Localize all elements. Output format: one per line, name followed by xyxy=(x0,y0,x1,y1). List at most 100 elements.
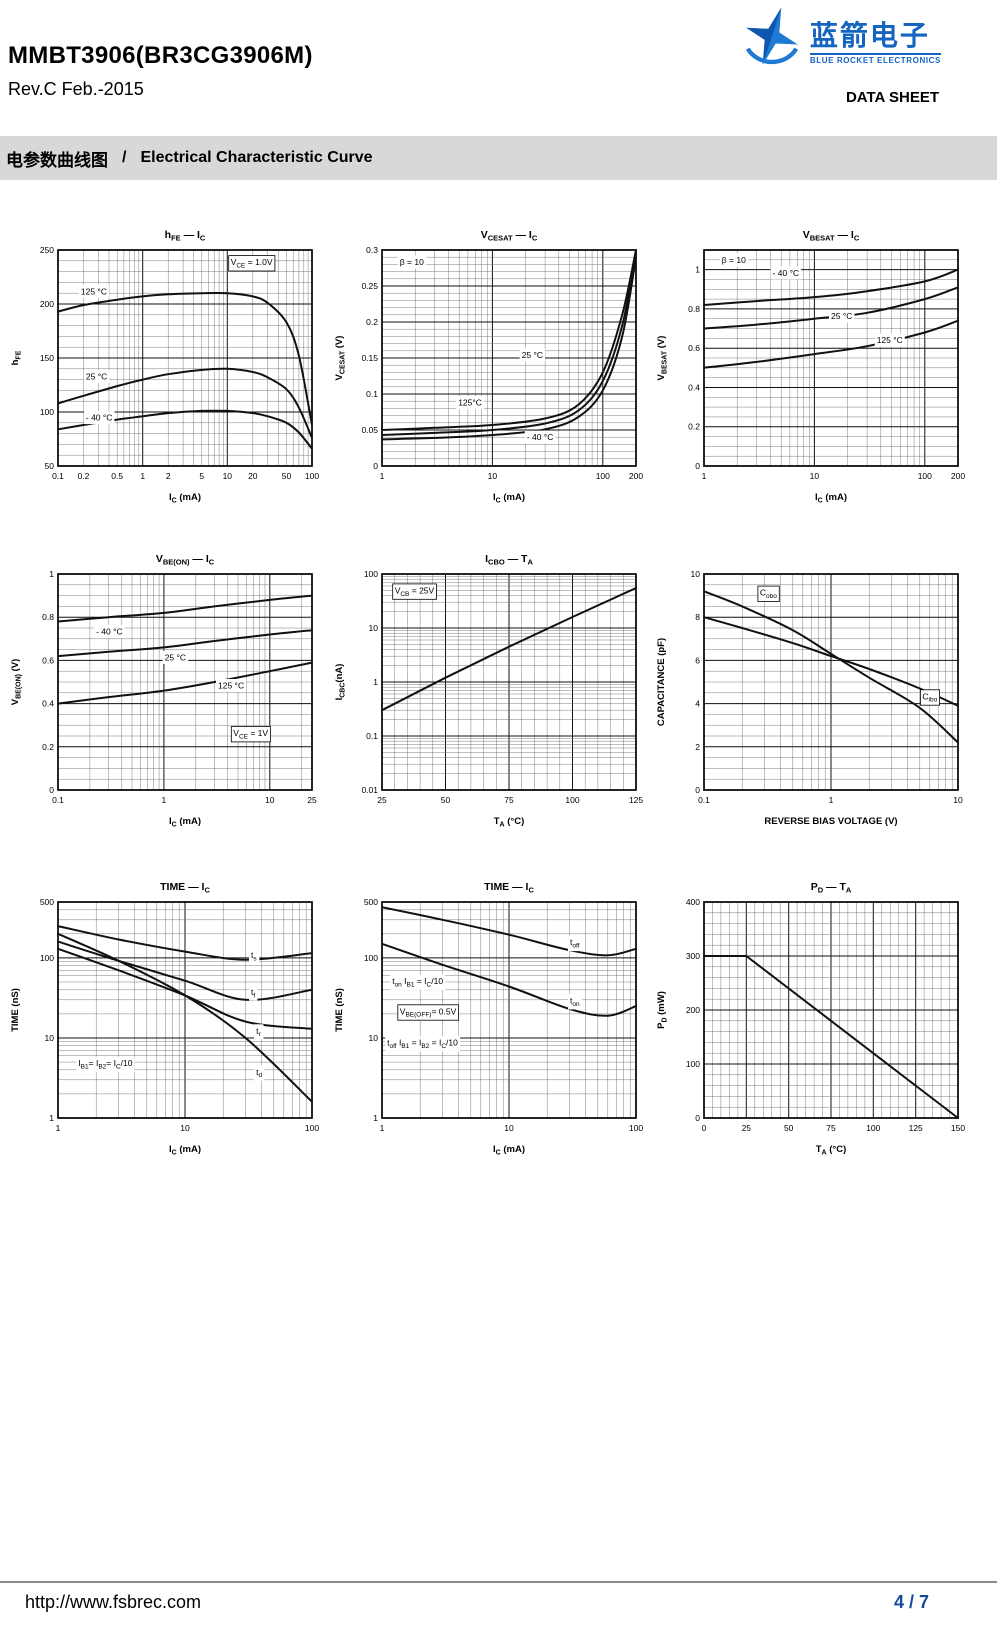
svg-text:tr: tr xyxy=(256,1026,261,1038)
svg-text:100: 100 xyxy=(629,1123,643,1133)
svg-text:toff IB1 = IB2 = IC/10: toff IB1 = IB2 = IC/10 xyxy=(387,1038,458,1050)
brand-name-english: BLUE ROCKET ELECTRONICS xyxy=(809,53,941,65)
rocket-logo-icon xyxy=(743,4,801,81)
svg-text:0.2: 0.2 xyxy=(42,742,54,752)
svg-text:10: 10 xyxy=(223,471,233,481)
svg-text:0: 0 xyxy=(695,785,700,795)
svg-text:50: 50 xyxy=(45,461,55,471)
svg-text:1: 1 xyxy=(373,1113,378,1123)
svg-text:IB1= IB2= IC/10: IB1= IB2= IC/10 xyxy=(78,1058,132,1070)
svg-text:VBE(ON) — IC: VBE(ON) — IC xyxy=(156,553,215,566)
svg-text:50: 50 xyxy=(784,1123,794,1133)
svg-text:125 °C: 125 °C xyxy=(877,335,903,345)
svg-text:0: 0 xyxy=(49,785,54,795)
svg-text:CAPACITANCE (pF): CAPACITANCE (pF) xyxy=(656,638,667,726)
svg-text:25 °C: 25 °C xyxy=(165,652,186,662)
section-title-english: Electrical Characteristic Curve xyxy=(140,149,373,166)
svg-text:1: 1 xyxy=(56,1123,61,1133)
svg-text:100: 100 xyxy=(565,795,579,805)
datasheet-label: DATA SHEET xyxy=(845,89,939,106)
svg-text:0.05: 0.05 xyxy=(361,425,378,435)
page-number: 4 / 7 xyxy=(893,1592,929,1612)
svg-text:ts: ts xyxy=(251,950,257,962)
svg-text:toff: toff xyxy=(570,937,580,949)
svg-text:IC (mA): IC (mA) xyxy=(169,492,201,504)
svg-text:VBESAT (V): VBESAT (V) xyxy=(656,336,668,381)
svg-text:VCE = 1.0V: VCE = 1.0V xyxy=(231,257,273,269)
svg-text:0.4: 0.4 xyxy=(688,383,700,393)
svg-text:0.3: 0.3 xyxy=(366,245,378,255)
svg-text:- 40 °C: - 40 °C xyxy=(86,413,113,423)
section-banner: 电参数曲线图 / Electrical Characteristic Curve xyxy=(0,136,997,180)
svg-text:50: 50 xyxy=(441,795,451,805)
svg-text:0: 0 xyxy=(695,461,700,471)
footer-url[interactable]: http://www.fsbrec.com xyxy=(25,1592,202,1612)
chart-vbeon-vs-ic: 0.1 1 10 25 0 0.2 0.4 0.6 0.8 1 - 40 °C 25 °C 125 °C… xyxy=(6,548,326,840)
chart-ton-toff-vs-ic: 1 10 100 1 10 100 500 toff ton ton IB1 = IC/10 VBE… xyxy=(330,876,650,1168)
svg-text:ton: ton xyxy=(570,996,580,1008)
svg-text:10: 10 xyxy=(488,471,498,481)
svg-text:0.1: 0.1 xyxy=(366,731,378,741)
svg-text:100: 100 xyxy=(40,407,54,417)
svg-text:ton IB1 = IC/10: ton IB1 = IC/10 xyxy=(392,976,443,988)
svg-text:10: 10 xyxy=(953,795,963,805)
svg-text:75: 75 xyxy=(826,1123,836,1133)
svg-text:125 °C: 125 °C xyxy=(81,286,107,296)
svg-text:0.6: 0.6 xyxy=(688,343,700,353)
svg-text:10: 10 xyxy=(691,569,701,579)
svg-text:1: 1 xyxy=(49,569,54,579)
svg-text:6: 6 xyxy=(695,655,700,665)
svg-text:125: 125 xyxy=(629,795,643,805)
svg-text:0.2: 0.2 xyxy=(688,422,700,432)
section-title-chinese: 电参数曲线图 xyxy=(6,150,108,170)
svg-text:IC (mA): IC (mA) xyxy=(169,816,201,828)
svg-text:100: 100 xyxy=(305,1123,319,1133)
svg-text:0: 0 xyxy=(702,1123,707,1133)
svg-text:10: 10 xyxy=(369,1033,379,1043)
svg-text:5: 5 xyxy=(199,471,204,481)
svg-text:VBE(ON) (V): VBE(ON) (V) xyxy=(10,659,22,706)
svg-text:125°C: 125°C xyxy=(458,398,482,408)
svg-text:50: 50 xyxy=(282,471,292,481)
chart-icbo-vs-ta: 25 50 75 100 125 0.01 0.1 1 10 100 VCB = 25V ICBO —… xyxy=(330,548,650,840)
svg-text:10: 10 xyxy=(369,623,379,633)
svg-text:TA (°C): TA (°C) xyxy=(494,816,525,828)
svg-text:0.2: 0.2 xyxy=(78,471,90,481)
svg-text:125: 125 xyxy=(909,1123,923,1133)
svg-text:VCB = 25V: VCB = 25V xyxy=(395,585,435,597)
chart-hfe-vs-ic: 0.1 0.2 0.5 1 2 5 10 20 50 100 50 100 150 200 250 125 °… xyxy=(6,224,326,516)
page-footer: http://www.fsbrec.com 4 / 7 xyxy=(0,1581,997,1629)
svg-text:IC (mA): IC (mA) xyxy=(815,492,847,504)
svg-text:β = 10: β = 10 xyxy=(400,257,424,267)
svg-text:hFE — IC: hFE — IC xyxy=(165,229,206,242)
svg-text:Cobo: Cobo xyxy=(760,588,777,600)
svg-text:125 °C: 125 °C xyxy=(218,681,244,691)
svg-text:25 °C: 25 °C xyxy=(522,350,543,360)
svg-text:tf: tf xyxy=(251,987,255,999)
svg-text:1: 1 xyxy=(702,471,707,481)
svg-text:- 40 °C: - 40 °C xyxy=(773,268,800,278)
svg-text:10: 10 xyxy=(504,1123,514,1133)
svg-text:100: 100 xyxy=(596,471,610,481)
svg-text:25: 25 xyxy=(742,1123,752,1133)
svg-text:400: 400 xyxy=(686,897,700,907)
svg-text:IC (mA): IC (mA) xyxy=(493,1144,525,1156)
svg-text:1: 1 xyxy=(695,265,700,275)
svg-text:100: 100 xyxy=(305,471,319,481)
svg-text:0.1: 0.1 xyxy=(52,795,64,805)
svg-text:2: 2 xyxy=(695,742,700,752)
svg-text:0.5: 0.5 xyxy=(111,471,123,481)
svg-text:10: 10 xyxy=(265,795,275,805)
svg-text:100: 100 xyxy=(918,471,932,481)
svg-text:100: 100 xyxy=(364,953,378,963)
svg-text:4: 4 xyxy=(695,699,700,709)
svg-text:- 40 °C: - 40 °C xyxy=(96,627,123,637)
svg-text:25: 25 xyxy=(307,795,317,805)
svg-text:100: 100 xyxy=(364,569,378,579)
chart-switching-time-vs-ic: 1 10 100 1 10 100 500 ts tf tr td IB1= IB2= IC/10 TI… xyxy=(6,876,326,1168)
svg-text:1: 1 xyxy=(162,795,167,805)
svg-text:0.25: 0.25 xyxy=(361,281,378,291)
svg-text:10: 10 xyxy=(810,471,820,481)
svg-text:REVERSE BIAS VOLTAGE (V): REVERSE BIAS VOLTAGE (V) xyxy=(764,816,897,827)
svg-text:1: 1 xyxy=(380,471,385,481)
